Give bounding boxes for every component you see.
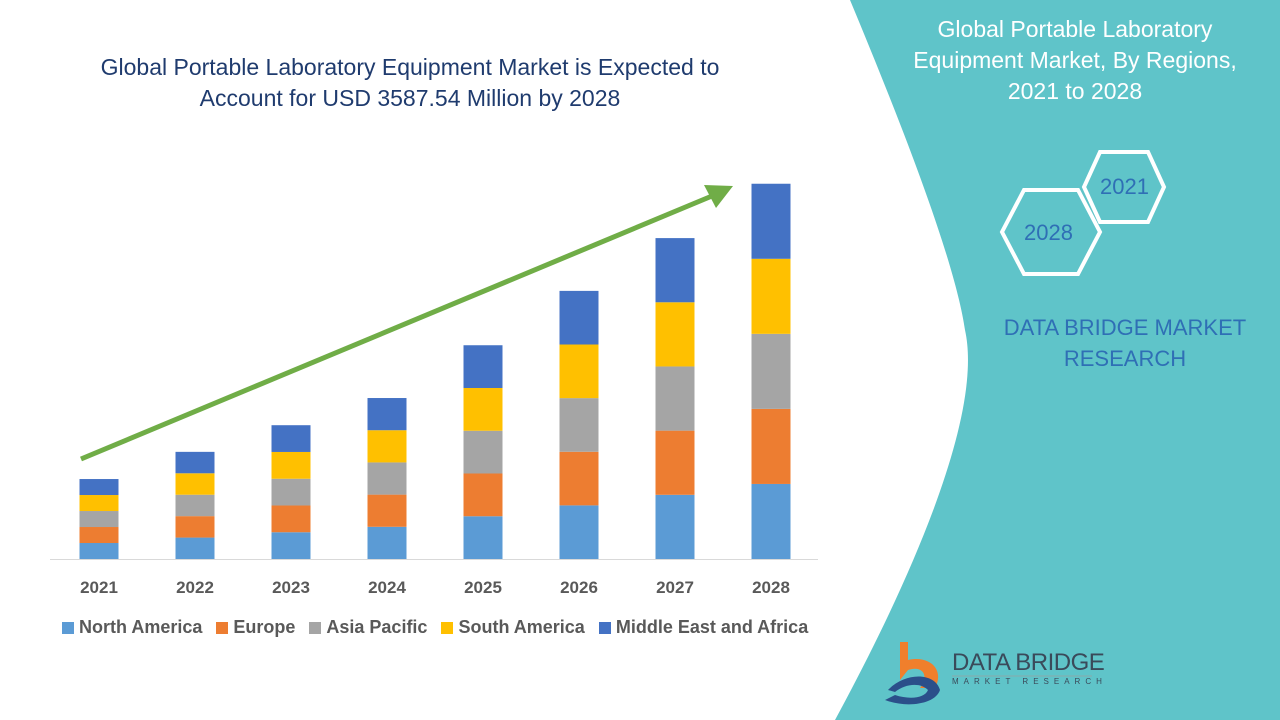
x-tick-label: 2022 <box>176 578 214 597</box>
legend: North America Europe Asia Pacific South … <box>62 617 808 638</box>
legend-label: Europe <box>233 617 296 637</box>
bar-segment <box>79 527 119 544</box>
bar-segment <box>751 333 791 409</box>
bar-segment <box>559 290 599 345</box>
legend-item: Middle East and Africa <box>598 617 809 638</box>
bar-segment <box>271 505 311 533</box>
legend-item: South America <box>441 617 585 638</box>
bar-segment <box>655 366 695 431</box>
legend-swatch <box>598 621 611 634</box>
bar-segment <box>655 494 695 559</box>
bar-segment <box>655 430 695 495</box>
legend-item: Europe <box>216 617 295 638</box>
logo-name: DATA BRIDGE <box>952 649 1105 676</box>
x-tick-label: 2026 <box>560 578 598 597</box>
hexagon-2028 <box>999 188 1103 276</box>
bar-segment <box>367 462 407 495</box>
chart-area: 2021 2022 2023 2024 2025 2026 2027 2028 <box>50 183 818 597</box>
bar-segment <box>367 398 407 431</box>
logo-icon <box>885 642 940 705</box>
x-tick-label: 2027 <box>656 578 694 597</box>
bar-segment <box>751 258 791 334</box>
chart-title: Global Portable Laboratory Equipment Mar… <box>100 54 720 111</box>
bar-segment <box>271 532 311 559</box>
legend-swatch <box>309 621 322 634</box>
bar-segment <box>655 302 695 367</box>
bar-segment <box>175 451 215 474</box>
bar-segment <box>751 483 791 559</box>
legend-item: Asia Pacific <box>309 617 427 638</box>
bar-segment <box>751 183 791 259</box>
bar-segment <box>463 516 503 559</box>
x-tick-label: 2024 <box>368 578 406 597</box>
bar-segment <box>271 478 311 506</box>
bar-segment <box>79 479 119 496</box>
bar-segment <box>175 473 215 495</box>
legend-item: North America <box>62 617 202 638</box>
bar-segment <box>655 238 695 303</box>
x-tick-label: 2025 <box>464 578 502 597</box>
bar-segment <box>463 430 503 474</box>
bar-segment <box>463 473 503 517</box>
side-panel <box>835 0 1280 720</box>
bar-segment <box>463 387 503 431</box>
logo-tagline: MARKET RESEARCH <box>952 677 1107 686</box>
legend-swatch <box>216 621 229 634</box>
legend-label: Asia Pacific <box>326 617 428 637</box>
bar-segment <box>559 344 599 399</box>
x-tick-label: 2028 <box>752 578 790 597</box>
bar-segment <box>367 526 407 559</box>
hex-label-2028: 2028 <box>1024 220 1073 245</box>
trend-arrow <box>80 193 713 462</box>
bar-segment <box>271 425 311 452</box>
bar-segment <box>79 511 119 528</box>
legend-label: South America <box>458 617 585 637</box>
bar-segment <box>367 494 407 527</box>
side-title: Global Portable Laboratory Equipment Mar… <box>913 16 1237 104</box>
bar-segment <box>175 537 215 559</box>
hexagon-2021 <box>1081 150 1167 224</box>
bar-segment <box>751 408 791 484</box>
legend-swatch <box>441 621 454 634</box>
bar-segment <box>559 398 599 452</box>
trend-arrow-head <box>704 185 733 208</box>
legend-label: North America <box>79 617 203 637</box>
bar-segment <box>367 430 407 463</box>
bar-segment <box>559 505 599 559</box>
legend-swatch <box>62 621 74 634</box>
bar-segment <box>463 345 503 388</box>
x-tick-label: 2021 <box>80 578 118 597</box>
bar-segment <box>175 516 215 538</box>
bar-segment <box>79 543 119 559</box>
brand-text: DATA BRIDGE MARKET RESEARCH <box>1003 315 1247 371</box>
bar-segment <box>79 495 119 512</box>
bar-segment <box>559 451 599 506</box>
legend-label: Middle East and Africa <box>615 617 809 637</box>
bar-segment <box>271 451 311 479</box>
x-tick-label: 2023 <box>272 578 310 597</box>
hex-label-2021: 2021 <box>1100 174 1149 199</box>
bar-segment <box>175 494 215 517</box>
